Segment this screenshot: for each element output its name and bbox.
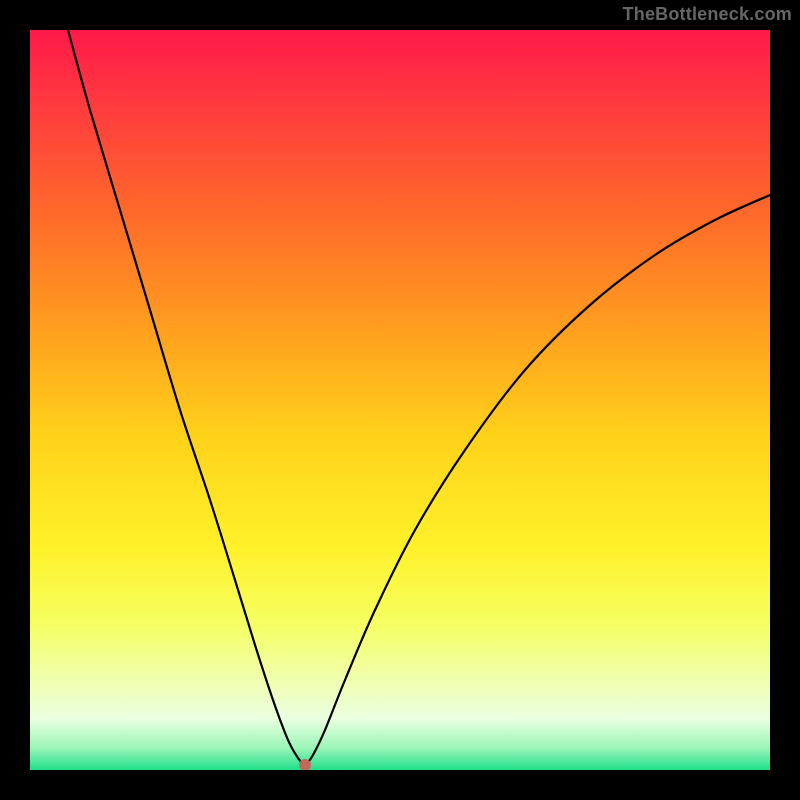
plot-area bbox=[30, 30, 770, 770]
watermark-text: TheBottleneck.com bbox=[623, 4, 792, 25]
outer-frame: TheBottleneck.com bbox=[0, 0, 800, 800]
gradient-background bbox=[30, 30, 770, 770]
chart-svg bbox=[30, 30, 770, 770]
